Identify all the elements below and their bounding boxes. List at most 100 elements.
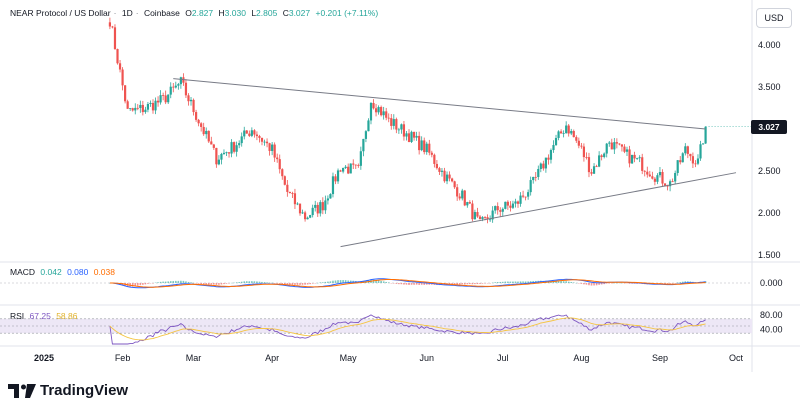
x-tick-label: Apr xyxy=(265,353,279,363)
brand-name: TradingView xyxy=(40,382,129,399)
macd-hist-bar xyxy=(289,283,291,285)
candle-body xyxy=(402,124,406,137)
macd-hist-bar xyxy=(238,282,240,283)
candle-body xyxy=(598,155,601,167)
macd-hist-bar xyxy=(342,280,344,283)
macd-hist-bar xyxy=(418,283,420,285)
last-price-badge: 3.027 xyxy=(751,119,787,134)
tradingview-logo[interactable]: TradingView xyxy=(8,382,128,399)
candle-body xyxy=(423,140,426,153)
candle-body xyxy=(676,160,679,173)
macd-hist-bar xyxy=(567,281,570,283)
candle-body xyxy=(656,175,659,182)
macd-hist-bar xyxy=(180,280,182,283)
candle-body xyxy=(298,203,302,214)
candle-body xyxy=(131,108,134,111)
macd-hist-bar xyxy=(319,282,322,283)
candle-body xyxy=(699,144,702,159)
currency-button[interactable]: USD xyxy=(756,8,792,28)
macd-hist-bar xyxy=(329,281,332,283)
candle-body xyxy=(215,147,218,165)
rsi-legend[interactable]: RSI 67.25 58.86 xyxy=(10,311,80,321)
macd-hist-bar xyxy=(164,281,167,283)
macd-hist-bar xyxy=(157,282,159,283)
rsi-value: 67.25 xyxy=(29,311,51,321)
candle-body xyxy=(286,184,289,192)
macd-hist-bar xyxy=(555,280,557,283)
macd-hist-bar xyxy=(243,281,246,283)
macd-hist-bar xyxy=(679,282,682,283)
candle-body xyxy=(532,176,535,181)
candle-body xyxy=(603,153,606,158)
candle-body xyxy=(628,149,631,164)
macd-hist-bar xyxy=(296,283,299,285)
candle-body xyxy=(653,178,656,182)
macd-hist-bar xyxy=(139,283,142,286)
candle-body xyxy=(146,104,150,110)
macd-hist-bar xyxy=(428,283,431,285)
candle-body xyxy=(600,155,603,158)
candle-body xyxy=(222,152,226,154)
candle-body xyxy=(162,95,165,96)
candle-body xyxy=(565,125,568,134)
macd-hist-bar xyxy=(598,283,600,285)
macd-hist-bar xyxy=(415,283,418,285)
macd-hist-bar xyxy=(142,283,144,285)
macd-hist-bar xyxy=(522,281,524,283)
macd-hist-bar xyxy=(501,281,504,283)
candle-body xyxy=(704,126,707,144)
macd-hist-bar xyxy=(423,283,426,285)
x-tick-label: Sep xyxy=(652,353,668,363)
macd-hist-bar xyxy=(496,282,499,283)
macd-hist-bar xyxy=(588,283,590,286)
macd-hist-bar xyxy=(347,280,349,283)
candle-body xyxy=(306,217,309,220)
macd-hist-bar xyxy=(190,282,192,283)
candle-body xyxy=(400,124,403,130)
candle-body xyxy=(136,107,139,109)
macd-hist-bar xyxy=(583,283,585,285)
macd-hist-bar xyxy=(334,280,337,283)
candle-body xyxy=(504,201,507,209)
y-tick-label: 3.500 xyxy=(758,82,781,92)
macd-hist-bar xyxy=(291,283,294,285)
candle-body xyxy=(354,164,357,166)
macd-hist-bar xyxy=(177,280,180,283)
candle-body xyxy=(367,120,370,132)
candle-body xyxy=(139,104,142,108)
candle-body xyxy=(194,112,198,120)
macd-hist-bar xyxy=(200,283,202,285)
macd-hist-bar xyxy=(172,280,175,283)
rsi-ma-value: 58.86 xyxy=(56,311,78,321)
macd-hist-bar xyxy=(481,283,484,284)
candle-body xyxy=(610,142,613,150)
candle-body xyxy=(668,181,672,187)
candle-body xyxy=(562,133,565,135)
candle-body xyxy=(395,119,398,130)
open-value: 2.827 xyxy=(191,8,214,18)
candle-body xyxy=(268,143,271,151)
candle-body xyxy=(679,160,682,163)
symbol-name[interactable]: NEAR Protocol / US Dollar xyxy=(10,8,111,18)
x-tick-label: 2025 xyxy=(34,353,54,363)
low-label: L xyxy=(251,8,257,18)
candle-body xyxy=(425,143,428,153)
candle-body xyxy=(154,100,157,111)
macd-hist-bar xyxy=(225,283,228,284)
candle-body xyxy=(595,166,598,168)
candle-body xyxy=(124,85,127,102)
candle-body xyxy=(342,167,345,172)
candle-body xyxy=(430,152,433,155)
macd-hist-bar xyxy=(453,283,456,285)
candle-body xyxy=(273,144,276,158)
macd-legend[interactable]: MACD 0.042 0.080 0.038 xyxy=(10,267,118,277)
macd-hist-bar xyxy=(562,281,565,283)
candle-body xyxy=(374,108,378,113)
candle-body xyxy=(448,174,451,179)
timeframe-label[interactable]: 1D xyxy=(121,8,133,18)
candle-body xyxy=(461,190,464,199)
candle-body xyxy=(271,144,274,151)
macd-hist-bar xyxy=(240,281,243,283)
macd-hist-bar xyxy=(458,283,461,285)
